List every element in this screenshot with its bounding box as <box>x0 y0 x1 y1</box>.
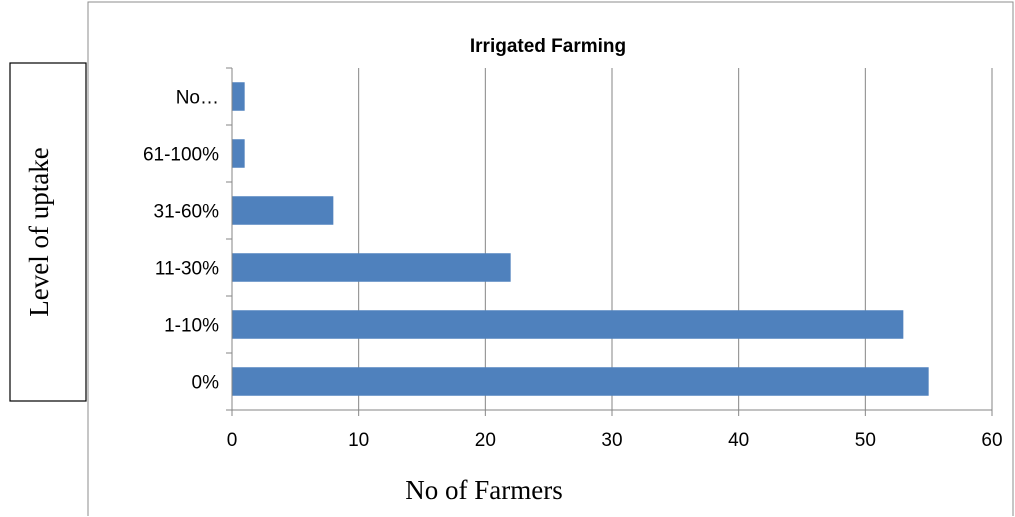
y-category-label: 31-60% <box>154 202 220 223</box>
bar <box>232 82 245 111</box>
y-category-label: 11-30% <box>155 259 219 280</box>
y-category-label: 61-100% <box>143 145 219 166</box>
x-tick-label: 60 <box>981 430 1002 451</box>
bars <box>232 82 929 396</box>
gridlines <box>358 68 993 410</box>
y-category-label: 1-10% <box>164 316 219 337</box>
chart-title: Irrigated Farming <box>470 36 626 57</box>
bar <box>232 196 334 225</box>
y-category-label: 0% <box>192 373 220 394</box>
x-tick-label: 40 <box>728 430 749 451</box>
x-tick-label: 50 <box>855 430 876 451</box>
x-tick-label: 0 <box>227 430 238 451</box>
x-axis-label: No of Farmers <box>405 475 562 505</box>
axes <box>226 67 993 416</box>
x-tick-label: 30 <box>601 430 622 451</box>
y-axis-label: Level of uptake <box>24 147 54 316</box>
ylabel-box <box>9 62 87 402</box>
bar <box>232 310 904 339</box>
tick-labels: 0 10 20 30 40 50 60 0% 1-10% 11-30% 31-60% 61-100% N… <box>143 88 1003 452</box>
chart-frame <box>87 1 1014 516</box>
bar <box>232 139 245 168</box>
bar <box>232 253 511 282</box>
bar <box>232 367 929 396</box>
y-category-label: No… <box>176 88 219 109</box>
x-tick-label: 20 <box>475 430 496 451</box>
x-tick-label: 10 <box>348 430 369 451</box>
